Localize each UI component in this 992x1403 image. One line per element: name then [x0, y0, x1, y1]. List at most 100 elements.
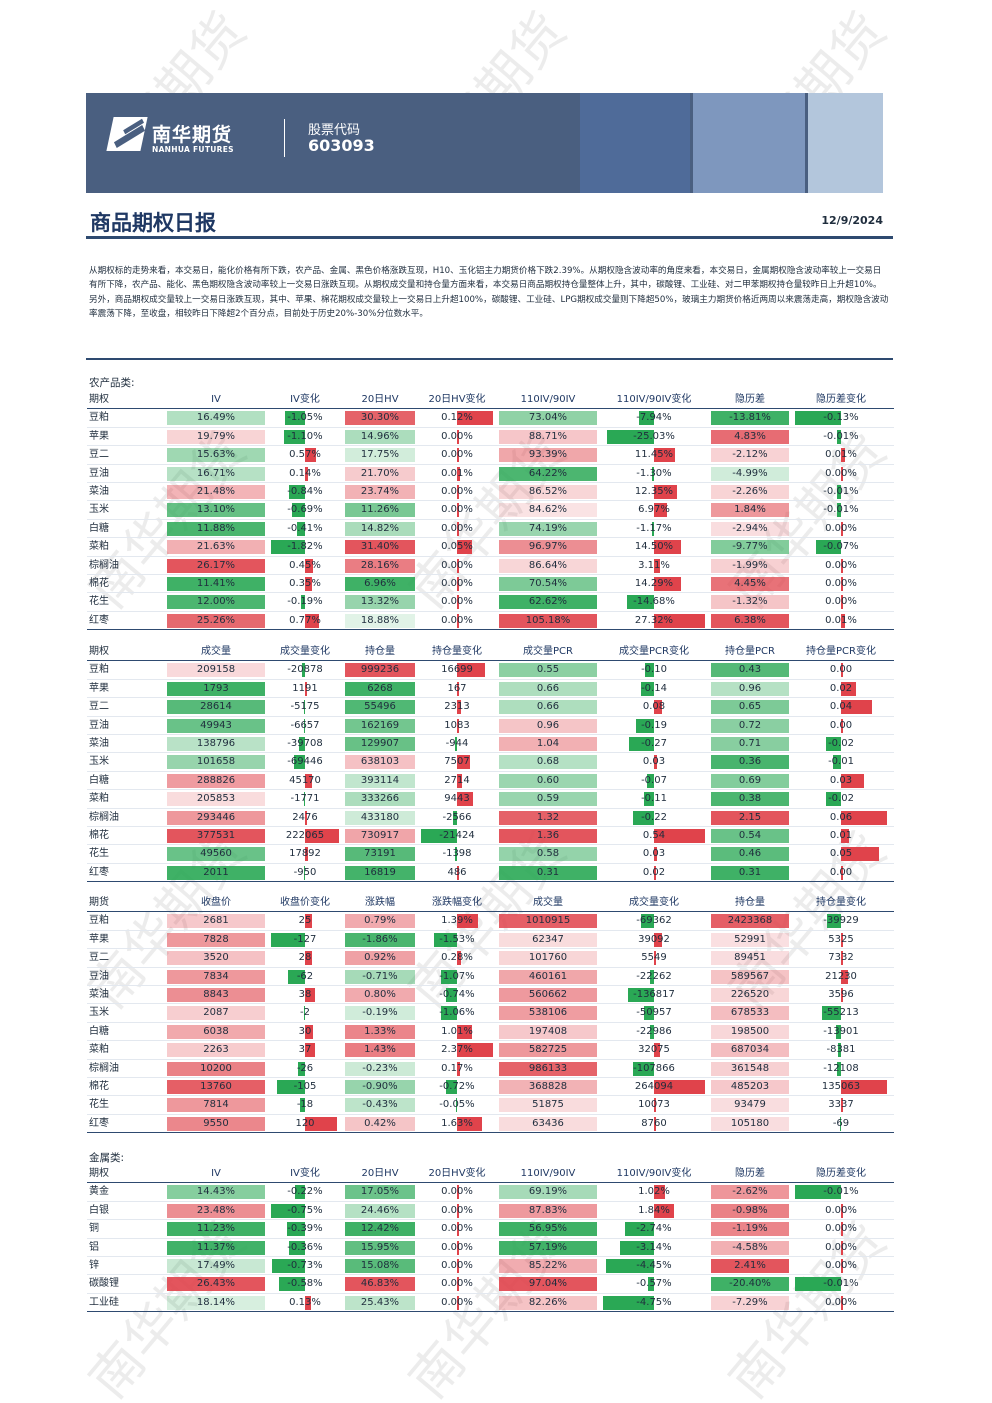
table-cell: 0.31	[497, 864, 599, 882]
row-label: 菜油	[87, 735, 165, 753]
table-cell: -55213	[791, 1004, 891, 1022]
cell-text: 0.00	[829, 664, 853, 676]
change-bar	[457, 613, 459, 628]
table-row: 豆二 15.63% 0.57% 17.75% 0.00% 93.39% 11.45% -2.1…	[87, 446, 894, 465]
cell-text: 13.32%	[360, 596, 400, 608]
table-cell: -7.29%	[709, 1294, 791, 1312]
table-cell: -0.01%	[791, 428, 891, 446]
cell-text: -22986	[636, 1025, 672, 1037]
table-cell: 0.96	[497, 717, 599, 735]
table-cell: 21230	[791, 968, 891, 986]
cell-text: 玉米	[89, 1007, 109, 1019]
heat-fill	[345, 1295, 415, 1310]
cell-text: -0.01%	[823, 1278, 859, 1290]
cell-text: 1083	[444, 719, 470, 731]
table-cell: 56.95%	[497, 1220, 599, 1238]
row-label: 花生	[87, 845, 165, 863]
table-cell: 2263	[165, 1041, 267, 1059]
table-cell: -0.23%	[343, 1060, 417, 1078]
change-bar	[305, 466, 308, 481]
table-cell: -13901	[791, 1023, 891, 1041]
change-bar	[457, 700, 461, 715]
table-cell: -0.73%	[267, 1257, 343, 1275]
change-bar	[305, 613, 320, 628]
cell-text: 0.42%	[364, 1117, 396, 1129]
table-cell: 16699	[417, 661, 497, 679]
cell-text: 560662	[528, 988, 568, 1000]
table-cell: -4.45%	[599, 1257, 709, 1275]
change-bar	[271, 540, 305, 555]
row-label: 花生	[87, 593, 165, 611]
heat-fill	[167, 828, 265, 843]
table-cell: 0.01%	[791, 612, 891, 630]
change-bar	[833, 755, 841, 770]
change-bar	[795, 1185, 841, 1200]
cell-text: -0.27	[641, 737, 667, 749]
table-cell: -0.22%	[267, 1183, 343, 1201]
change-bar	[303, 792, 305, 807]
column-header: 20日HV变化	[428, 394, 486, 405]
row-label: 白糖	[87, 520, 165, 538]
table-cell: 14.50%	[599, 538, 709, 556]
heat-fill	[167, 969, 265, 984]
heat-fill	[345, 613, 415, 628]
column-header: 成交量变化	[629, 897, 679, 908]
cell-text: 46.83%	[360, 1278, 400, 1290]
cell-text: 73.04%	[528, 412, 568, 424]
table-cell: -3.14%	[599, 1239, 709, 1257]
change-bar	[287, 1222, 305, 1237]
heat-fill	[345, 1061, 415, 1076]
heat-fill	[499, 1277, 597, 1292]
table-header-row: 期货 收盘价 收盘价变化 涨跌幅 涨跌幅变化 成交量 成交量变化 持仓量 持仓量变化	[87, 894, 894, 913]
row-label: 豆二	[87, 949, 165, 967]
table-header-row: 期权 成交量 成交量变化 持仓量 持仓量变化 成交量PCR 成交量PCR变化 持仓量PCR 持仓…	[87, 643, 894, 662]
change-bar	[841, 773, 864, 788]
table-cell: 2423368	[709, 912, 791, 930]
column-header: 20日HV变化	[428, 1168, 486, 1179]
cell-text: 19.79%	[196, 430, 236, 442]
cell-text: 37	[298, 1044, 312, 1056]
table-cell: -69446	[267, 753, 343, 771]
cell-text: -0.19%	[362, 1007, 398, 1019]
cell-text: 红枣	[89, 1117, 109, 1129]
table-cell: 101658	[165, 753, 267, 771]
cell-text: 0.00%	[441, 504, 473, 516]
heat-fill	[711, 865, 789, 880]
cell-text: -0.01%	[823, 485, 859, 497]
cell-text: 0.08	[642, 701, 666, 713]
column-header: 隐历差变化	[816, 1168, 866, 1179]
table-cell: 11.45%	[599, 446, 709, 464]
cell-text: -0.36%	[287, 1241, 323, 1253]
column-header: 成交量变化	[280, 646, 330, 657]
change-bar	[305, 951, 313, 966]
heat-fill	[167, 613, 265, 628]
table-row: 菜粕 2263 37 1.43% 2.37% 582725 32075 687034 -8381	[87, 1041, 894, 1060]
table-cell: 21.48%	[165, 483, 267, 501]
table-cell: 0.00%	[417, 1294, 497, 1312]
change-bar	[457, 429, 459, 444]
table-cell: -0.58%	[267, 1275, 343, 1293]
table-cell: 0.80%	[343, 986, 417, 1004]
cell-text: 白糖	[89, 522, 109, 534]
table-cell: 1.39%	[417, 912, 497, 930]
heat-fill	[711, 810, 789, 825]
change-bar	[457, 540, 472, 555]
cell-text: 167	[447, 682, 467, 694]
table-cell: 12.00%	[165, 593, 267, 611]
cell-text: 豆粕	[89, 412, 109, 424]
cell-text: 14.50%	[634, 541, 674, 553]
change-bar	[454, 847, 457, 862]
heat-fill	[345, 718, 415, 733]
heat-fill	[711, 503, 789, 518]
table-cell: 16819	[343, 864, 417, 882]
heat-fill	[711, 1043, 789, 1058]
change-bar	[654, 1043, 661, 1058]
table-row: 玉米 13.10% -0.69% 11.26% 0.00% 84.62% 6.97% 1.84…	[87, 501, 894, 520]
table-cell: -0.72%	[417, 1078, 497, 1096]
table-row: 豆油 16.71% 0.14% 21.70% 0.01% 64.22% -1.30% -4.9…	[87, 465, 894, 483]
cell-text: 豆二	[89, 449, 109, 461]
cell-text: -0.19	[641, 719, 667, 731]
table-cell: 2.37%	[417, 1041, 497, 1059]
change-bar	[455, 1098, 457, 1113]
table-cell: 25	[267, 912, 343, 930]
